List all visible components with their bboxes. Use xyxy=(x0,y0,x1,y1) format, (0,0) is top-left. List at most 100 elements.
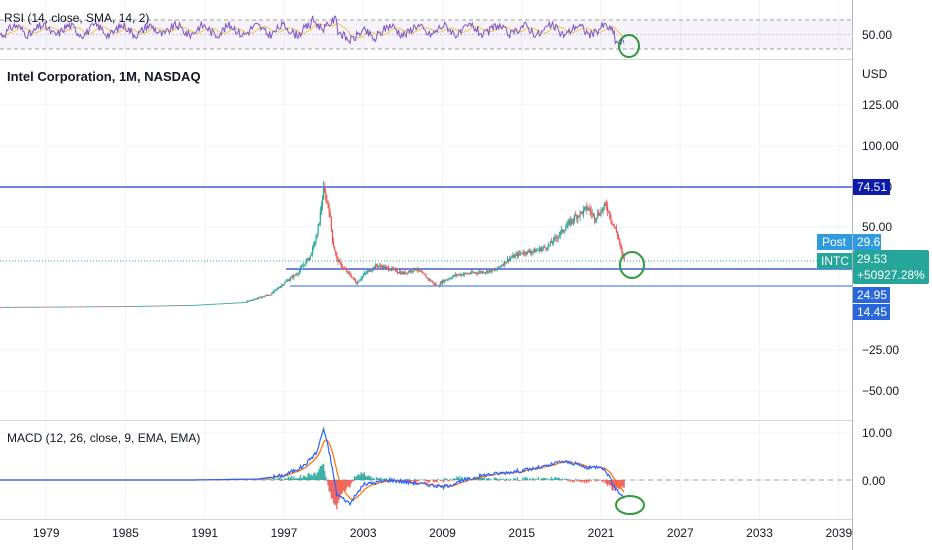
time-axis[interactable]: 1979 1985 1991 1997 2003 2009 2015 2021 2027 2033… xyxy=(33,526,853,540)
macd-histogram-bar xyxy=(505,478,508,480)
macd-histogram-bar xyxy=(328,480,330,492)
candle-body xyxy=(20,306,22,308)
macd-histogram-bar xyxy=(348,480,350,487)
macd-histogram-bar xyxy=(327,480,329,486)
macd-histogram-bar xyxy=(274,479,276,480)
candle-body xyxy=(339,260,341,263)
macd-histogram-bar xyxy=(502,478,504,480)
candle-body xyxy=(376,265,379,267)
macd-histogram-bar xyxy=(297,478,300,480)
candle-body xyxy=(14,306,17,308)
candle-body xyxy=(477,273,479,274)
candle-body xyxy=(582,209,585,214)
candle-body xyxy=(162,305,164,307)
macd-histogram-bar xyxy=(350,480,352,484)
price-scale[interactable]: 50.00 USD 125.00100.0075.0050.00−25.00−5… xyxy=(852,0,932,550)
candle-body xyxy=(391,267,393,270)
candle-body xyxy=(149,305,151,307)
candle-body xyxy=(174,305,176,307)
candle-body xyxy=(75,306,77,308)
macd-histogram-bar xyxy=(496,479,499,480)
candle-body xyxy=(580,211,582,213)
candle-body xyxy=(444,279,446,283)
macd-histogram-bar xyxy=(517,480,520,481)
macd-histogram-bar xyxy=(429,480,432,481)
macd-histogram-bar xyxy=(485,478,488,480)
candle-body xyxy=(120,306,122,308)
candle-body xyxy=(511,257,513,259)
macd-histogram-bar xyxy=(453,478,456,480)
macd-histogram-bar xyxy=(260,479,262,481)
candle-body xyxy=(8,306,10,308)
x-tick-label: 1991 xyxy=(191,526,218,540)
macd-histogram-bar xyxy=(569,480,571,482)
level-mid-tag[interactable] xyxy=(853,287,890,303)
candle-body xyxy=(310,254,313,256)
macd-pane[interactable]: MACD (12, 26, close, 9, EMA, EMA) xyxy=(0,426,852,515)
rsi-pane[interactable]: RSI (14, close, SMA, 14, 2) xyxy=(0,11,852,58)
post-price-tag[interactable] xyxy=(853,234,881,250)
candle-body xyxy=(275,289,277,290)
candle-body xyxy=(443,280,445,283)
level-top-tag[interactable] xyxy=(853,179,890,195)
price-pane[interactable]: Intel Corporation, 1M, NASDAQ xyxy=(0,69,852,308)
macd-label[interactable]: MACD (12, 26, close, 9, EMA, EMA) xyxy=(7,431,200,445)
macd-histogram-bar xyxy=(602,480,604,483)
candle-body xyxy=(178,305,181,307)
candle-body xyxy=(116,306,118,308)
candle-body xyxy=(212,303,215,305)
candle-body xyxy=(356,282,358,285)
candle-body xyxy=(314,243,316,244)
last-price-tag[interactable] xyxy=(853,250,929,284)
candle-body xyxy=(510,257,512,259)
candle-body xyxy=(560,229,562,232)
candle-body xyxy=(123,306,125,307)
candle-body xyxy=(272,292,274,294)
macd-histogram-bar xyxy=(554,477,556,480)
macd-histogram-bar xyxy=(302,477,304,480)
candle-body xyxy=(600,210,602,216)
post-label-tag[interactable] xyxy=(817,234,852,250)
candle-body xyxy=(592,213,594,215)
level-low-tag[interactable] xyxy=(853,304,890,320)
candle-body xyxy=(334,246,336,252)
candle-body xyxy=(239,302,241,304)
candle-body xyxy=(296,274,298,276)
candle-body xyxy=(342,267,345,269)
macd-histogram-bar xyxy=(594,480,597,482)
candle-body xyxy=(539,247,542,252)
macd-histogram-bar xyxy=(357,474,359,480)
rsi-label[interactable]: RSI (14, close, SMA, 14, 2) xyxy=(4,11,149,25)
candle-body xyxy=(185,305,187,306)
candle-body xyxy=(555,237,557,239)
candle-body xyxy=(385,266,387,268)
candle-body xyxy=(363,273,365,275)
candle-body xyxy=(514,254,516,258)
candle-body xyxy=(87,306,89,308)
candle-body xyxy=(485,270,488,273)
macd-histogram-bar xyxy=(572,480,575,483)
candle-body xyxy=(613,224,615,228)
candle-body xyxy=(621,247,623,254)
candle-body xyxy=(188,305,190,306)
macd-histogram-bar xyxy=(552,479,555,480)
macd-histogram-bar xyxy=(565,478,567,480)
macd-histogram-bar xyxy=(571,480,574,483)
symbol-tag[interactable] xyxy=(817,253,852,269)
candle-body xyxy=(327,200,329,206)
candle-body xyxy=(51,306,53,308)
macd-histogram-bar xyxy=(272,480,274,481)
candle-body xyxy=(543,246,545,248)
candle-body xyxy=(131,306,133,307)
candle-body xyxy=(176,305,178,307)
macd-histogram-bar xyxy=(359,475,361,480)
macd-histogram-bar xyxy=(306,476,308,480)
level-top-tag-text: 74.51 xyxy=(857,180,887,194)
candle-body xyxy=(390,269,392,271)
candle-body xyxy=(404,271,406,274)
candle-body xyxy=(53,306,55,308)
symbol-title[interactable]: Intel Corporation, 1M, NASDAQ xyxy=(7,69,201,84)
candle-body xyxy=(210,304,212,305)
macd-histogram-bar xyxy=(355,475,358,480)
